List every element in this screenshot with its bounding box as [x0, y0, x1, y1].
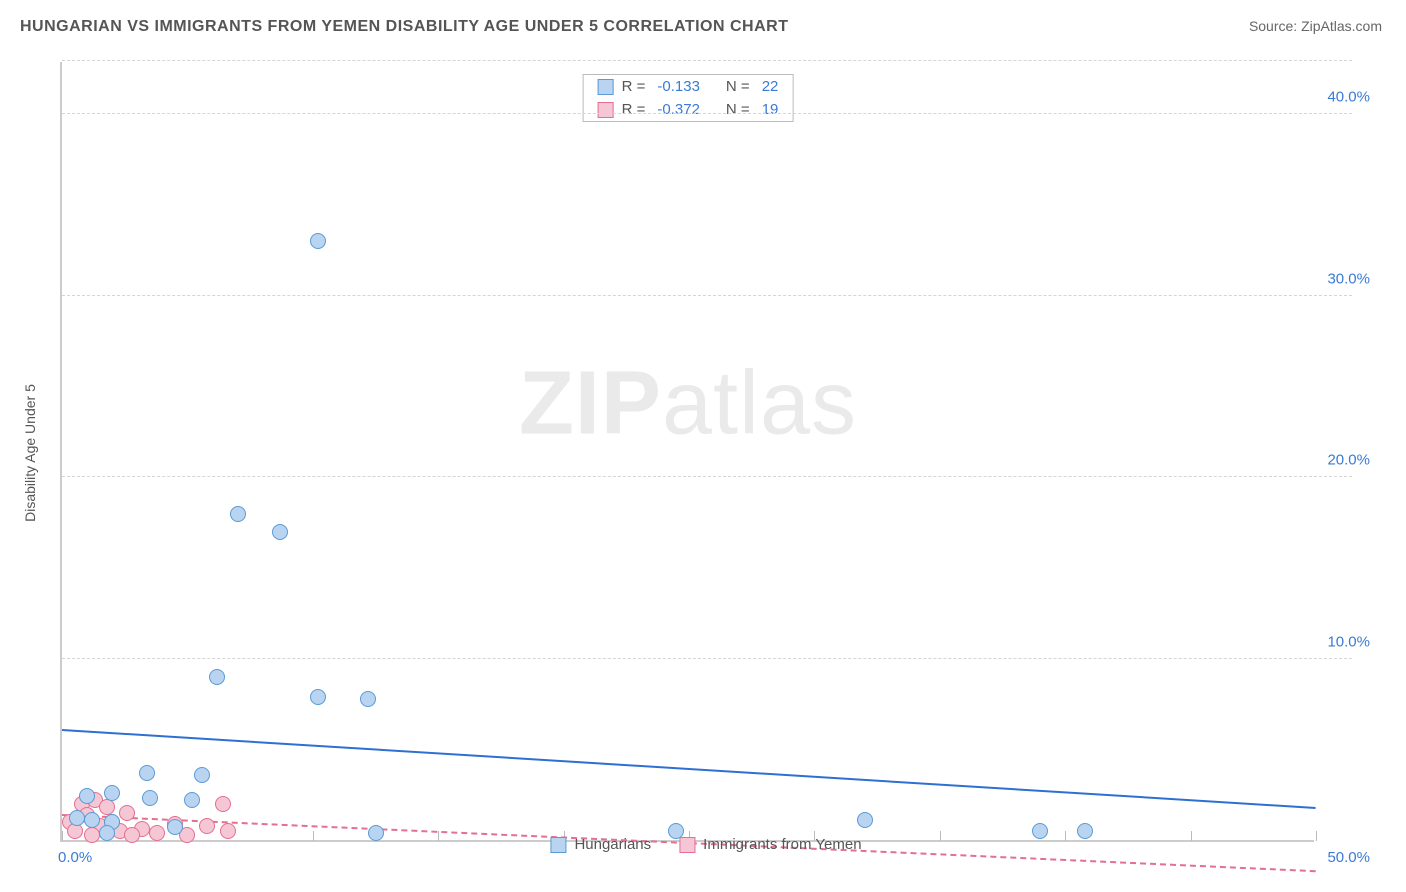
legend-item-hungarians: Hungarians — [550, 836, 651, 853]
correlation-legend: R = -0.133 N = 22 R = -0.372 N = 19 — [583, 74, 794, 122]
gridline — [62, 60, 1352, 61]
series-legend: Hungarians Immigrants from Yemen — [550, 836, 861, 853]
data-point-hungarians — [230, 506, 246, 522]
data-point-hungarians — [310, 689, 326, 705]
legend-swatch-blue — [550, 837, 566, 853]
data-point-hungarians — [184, 792, 200, 808]
data-point-yemen — [84, 827, 100, 843]
source-credit: Source: ZipAtlas.com — [1249, 18, 1382, 34]
x-tick-label: 0.0% — [58, 849, 92, 866]
x-tick — [1316, 831, 1317, 841]
y-tick-label: 10.0% — [1320, 633, 1370, 650]
data-point-hungarians — [167, 819, 183, 835]
watermark: ZIPatlas — [519, 353, 857, 456]
watermark-zip: ZIP — [519, 354, 662, 454]
data-point-hungarians — [368, 825, 384, 841]
r-label: R = — [622, 101, 646, 118]
data-point-hungarians — [139, 765, 155, 781]
legend-item-yemen: Immigrants from Yemen — [679, 836, 861, 853]
data-point-hungarians — [79, 788, 95, 804]
n-value: 19 — [762, 101, 779, 118]
x-tick — [1191, 831, 1192, 841]
n-value: 22 — [762, 78, 779, 95]
data-point-yemen — [149, 825, 165, 841]
correlation-legend-row: R = -0.372 N = 19 — [584, 98, 793, 121]
legend-swatch-blue — [598, 79, 614, 95]
y-tick-label: 40.0% — [1320, 89, 1370, 106]
chart-title: HUNGARIAN VS IMMIGRANTS FROM YEMEN DISAB… — [20, 18, 788, 36]
x-tick — [1065, 831, 1066, 841]
gridline — [62, 113, 1352, 114]
data-point-hungarians — [99, 825, 115, 841]
correlation-legend-row: R = -0.133 N = 22 — [584, 75, 793, 98]
gridline — [62, 658, 1352, 659]
trend-line — [62, 729, 1316, 809]
chart-area: Disability Age Under 5 ZIPatlas R = -0.1… — [46, 50, 1366, 855]
plot-region: ZIPatlas R = -0.133 N = 22 R = -0.372 N … — [60, 62, 1314, 842]
source-label: Source: — [1249, 18, 1301, 34]
r-value: -0.133 — [657, 78, 700, 95]
legend-label: Hungarians — [574, 836, 651, 853]
data-point-hungarians — [1032, 823, 1048, 839]
data-point-hungarians — [142, 790, 158, 806]
x-tick — [62, 831, 63, 841]
legend-label: Immigrants from Yemen — [703, 836, 861, 853]
x-tick — [940, 831, 941, 841]
gridline — [62, 295, 1352, 296]
r-value: -0.372 — [657, 101, 700, 118]
watermark-atlas: atlas — [662, 354, 857, 454]
x-tick-label: 50.0% — [1327, 849, 1370, 866]
data-point-yemen — [199, 818, 215, 834]
n-label: N = — [726, 78, 750, 95]
data-point-hungarians — [1077, 823, 1093, 839]
y-tick-label: 30.0% — [1320, 270, 1370, 287]
data-point-yemen — [124, 827, 140, 843]
data-point-yemen — [119, 805, 135, 821]
y-tick-label: 20.0% — [1320, 452, 1370, 469]
source-value: ZipAtlas.com — [1301, 18, 1382, 34]
data-point-hungarians — [104, 785, 120, 801]
data-point-hungarians — [310, 233, 326, 249]
data-point-hungarians — [272, 524, 288, 540]
data-point-hungarians — [84, 812, 100, 828]
y-axis-label: Disability Age Under 5 — [22, 384, 38, 522]
data-point-hungarians — [69, 810, 85, 826]
gridline — [62, 476, 1352, 477]
data-point-yemen — [220, 823, 236, 839]
x-tick — [313, 831, 314, 841]
chart-header: HUNGARIAN VS IMMIGRANTS FROM YEMEN DISAB… — [0, 0, 1406, 44]
data-point-yemen — [215, 796, 231, 812]
n-label: N = — [726, 101, 750, 118]
data-point-hungarians — [360, 691, 376, 707]
legend-swatch-pink — [598, 102, 614, 118]
r-label: R = — [622, 78, 646, 95]
data-point-hungarians — [209, 669, 225, 685]
data-point-hungarians — [194, 767, 210, 783]
legend-swatch-pink — [679, 837, 695, 853]
data-point-hungarians — [857, 812, 873, 828]
